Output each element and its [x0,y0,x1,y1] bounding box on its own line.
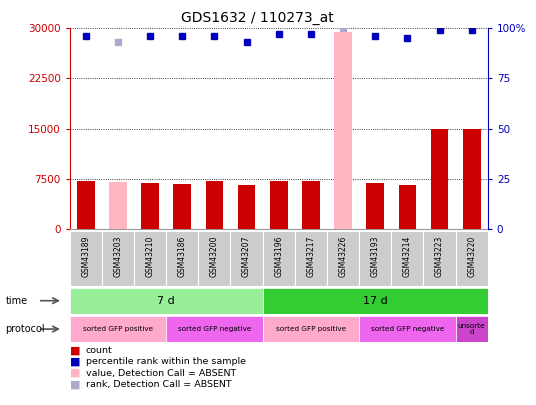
Text: GSM43186: GSM43186 [178,235,187,277]
Text: GSM43200: GSM43200 [210,235,219,277]
Bar [70,288,263,314]
Text: GSM43220: GSM43220 [467,235,476,277]
Bar [463,129,480,229]
Text: sorted GFP negative: sorted GFP negative [178,326,251,332]
Text: ■: ■ [70,379,80,389]
Bar [70,231,102,286]
Text: ■: ■ [70,345,80,355]
Text: sorted GFP negative: sorted GFP negative [371,326,444,332]
Text: protocol: protocol [5,324,45,334]
Bar [237,185,255,229]
Bar [423,231,456,286]
Text: GSM43214: GSM43214 [403,235,412,277]
Bar [391,231,423,286]
Text: value, Detection Call = ABSENT: value, Detection Call = ABSENT [86,369,236,377]
Bar [70,316,166,342]
Bar [295,231,327,286]
Bar [109,182,126,229]
Text: GSM43210: GSM43210 [146,235,154,277]
Bar [166,316,263,342]
Bar [205,181,223,229]
Text: GSM43223: GSM43223 [435,235,444,277]
Bar [263,316,359,342]
Text: rank, Detection Call = ABSENT: rank, Detection Call = ABSENT [86,380,232,389]
Bar [198,231,230,286]
Text: ■: ■ [70,368,80,378]
Text: unsorte
d: unsorte d [458,323,486,335]
Bar [327,231,359,286]
Bar [270,181,287,229]
Bar [366,183,384,229]
Text: GSM43207: GSM43207 [242,235,251,277]
Text: count: count [86,346,113,355]
Title: GDS1632 / 110273_at: GDS1632 / 110273_at [182,11,334,25]
Text: time: time [5,296,27,306]
Text: sorted GFP positive: sorted GFP positive [83,326,153,332]
Text: sorted GFP positive: sorted GFP positive [276,326,346,332]
Bar [166,231,198,286]
Bar [263,231,295,286]
Text: GSM43203: GSM43203 [114,235,122,277]
Bar [456,231,488,286]
Text: percentile rank within the sample: percentile rank within the sample [86,357,246,366]
Bar [174,184,191,229]
Bar [263,288,488,314]
Bar [134,231,166,286]
Bar [456,316,488,342]
Bar [430,129,448,229]
Text: GSM43196: GSM43196 [274,235,283,277]
Bar [102,231,134,286]
Bar [334,32,352,229]
Bar [77,181,95,229]
Text: GSM43217: GSM43217 [307,235,315,277]
Text: GSM43189: GSM43189 [81,235,90,277]
Text: GSM43193: GSM43193 [371,235,379,277]
Bar [359,316,456,342]
Text: GSM43226: GSM43226 [339,235,347,277]
Bar [302,181,319,229]
Bar [359,231,391,286]
Bar [141,183,159,229]
Text: 7 d: 7 d [157,296,175,306]
Bar [398,185,416,229]
Text: 17 d: 17 d [363,296,388,306]
Bar [230,231,263,286]
Text: ■: ■ [70,357,80,367]
